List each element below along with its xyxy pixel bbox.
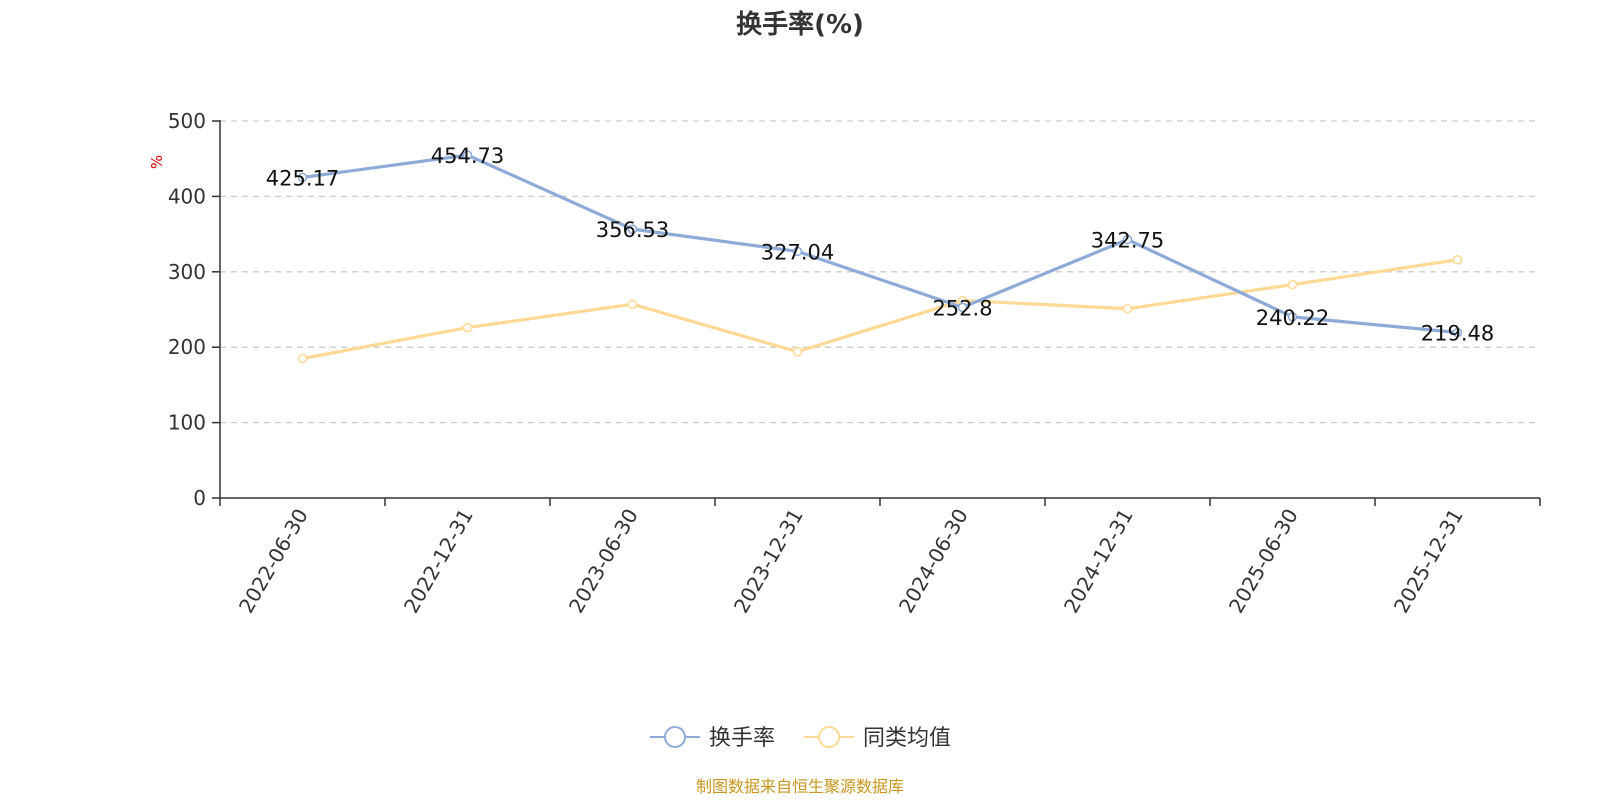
x-tick-label: 2025-06-30 [1224, 505, 1303, 618]
data-label: 327.04 [761, 240, 834, 264]
data-point [627, 299, 638, 309]
data-label: 356.53 [596, 218, 669, 242]
data-point [1122, 303, 1133, 314]
data-label: 342.75 [1091, 229, 1164, 253]
data-label: 252.8 [932, 296, 992, 320]
x-tick-label: 2024-06-30 [894, 505, 973, 618]
data-label: 425.17 [266, 166, 339, 190]
data-point [1287, 279, 1298, 290]
data-point [1452, 254, 1463, 265]
x-axis: 2022-06-30 2022-12-31 2023-06-30 2023-12-31… [219, 497, 1541, 618]
data-point [1287, 312, 1298, 322]
data-labels-layer: 425.17 454.73 356.53 327.04 252.8 342.75 240.2… [266, 144, 1494, 345]
y-tick-label: 400 [168, 184, 206, 208]
y-axis: 0 100 200 300 400 500 [168, 109, 221, 510]
y-axis-unit-label: % [148, 155, 166, 169]
y-tick-label: 0 [193, 486, 206, 510]
data-point [297, 353, 308, 364]
chart-title: 换手率(%) [736, 9, 864, 40]
y-tick-label: 500 [168, 109, 206, 133]
x-tick-label: 2023-06-30 [564, 505, 643, 618]
data-point [462, 322, 473, 333]
data-point [792, 246, 803, 257]
data-point [957, 302, 968, 313]
x-tick-label: 2024-12-31 [1059, 505, 1138, 618]
x-tick-label: 2022-06-30 [234, 505, 313, 618]
x-tick-label: 2022-12-31 [399, 505, 478, 618]
gridlines [220, 120, 1540, 424]
legend-label: 换手率 [709, 726, 775, 751]
data-point [462, 150, 473, 160]
data-label: 240.22 [1256, 306, 1329, 330]
legend-item-turnover: 换手率 [650, 726, 775, 751]
y-tick-label: 200 [168, 335, 206, 359]
series-turnover [297, 150, 1463, 338]
source-note: 制图数据来自恒生聚源数据库 [696, 777, 904, 796]
series-line [302, 258, 1458, 361]
data-point [1122, 234, 1133, 245]
series-line [302, 153, 1458, 335]
x-tick-label: 2023-12-31 [729, 505, 808, 618]
legend-marker [818, 726, 840, 748]
y-tick-label: 300 [168, 260, 206, 284]
series-layer [297, 150, 1463, 364]
legend-item-peer-average: 同类均值 [804, 726, 951, 751]
y-tick-label: 100 [168, 411, 206, 435]
data-point [792, 346, 803, 357]
data-label: 454.73 [431, 144, 504, 168]
legend-label: 同类均值 [863, 726, 951, 751]
data-point [1452, 327, 1463, 338]
legend-marker [664, 726, 686, 748]
data-point [627, 224, 638, 234]
legend: 换手率 同类均值 [650, 726, 951, 751]
x-tick-label: 2025-12-31 [1389, 505, 1468, 618]
data-point [297, 172, 308, 183]
data-label: 219.48 [1421, 322, 1494, 346]
